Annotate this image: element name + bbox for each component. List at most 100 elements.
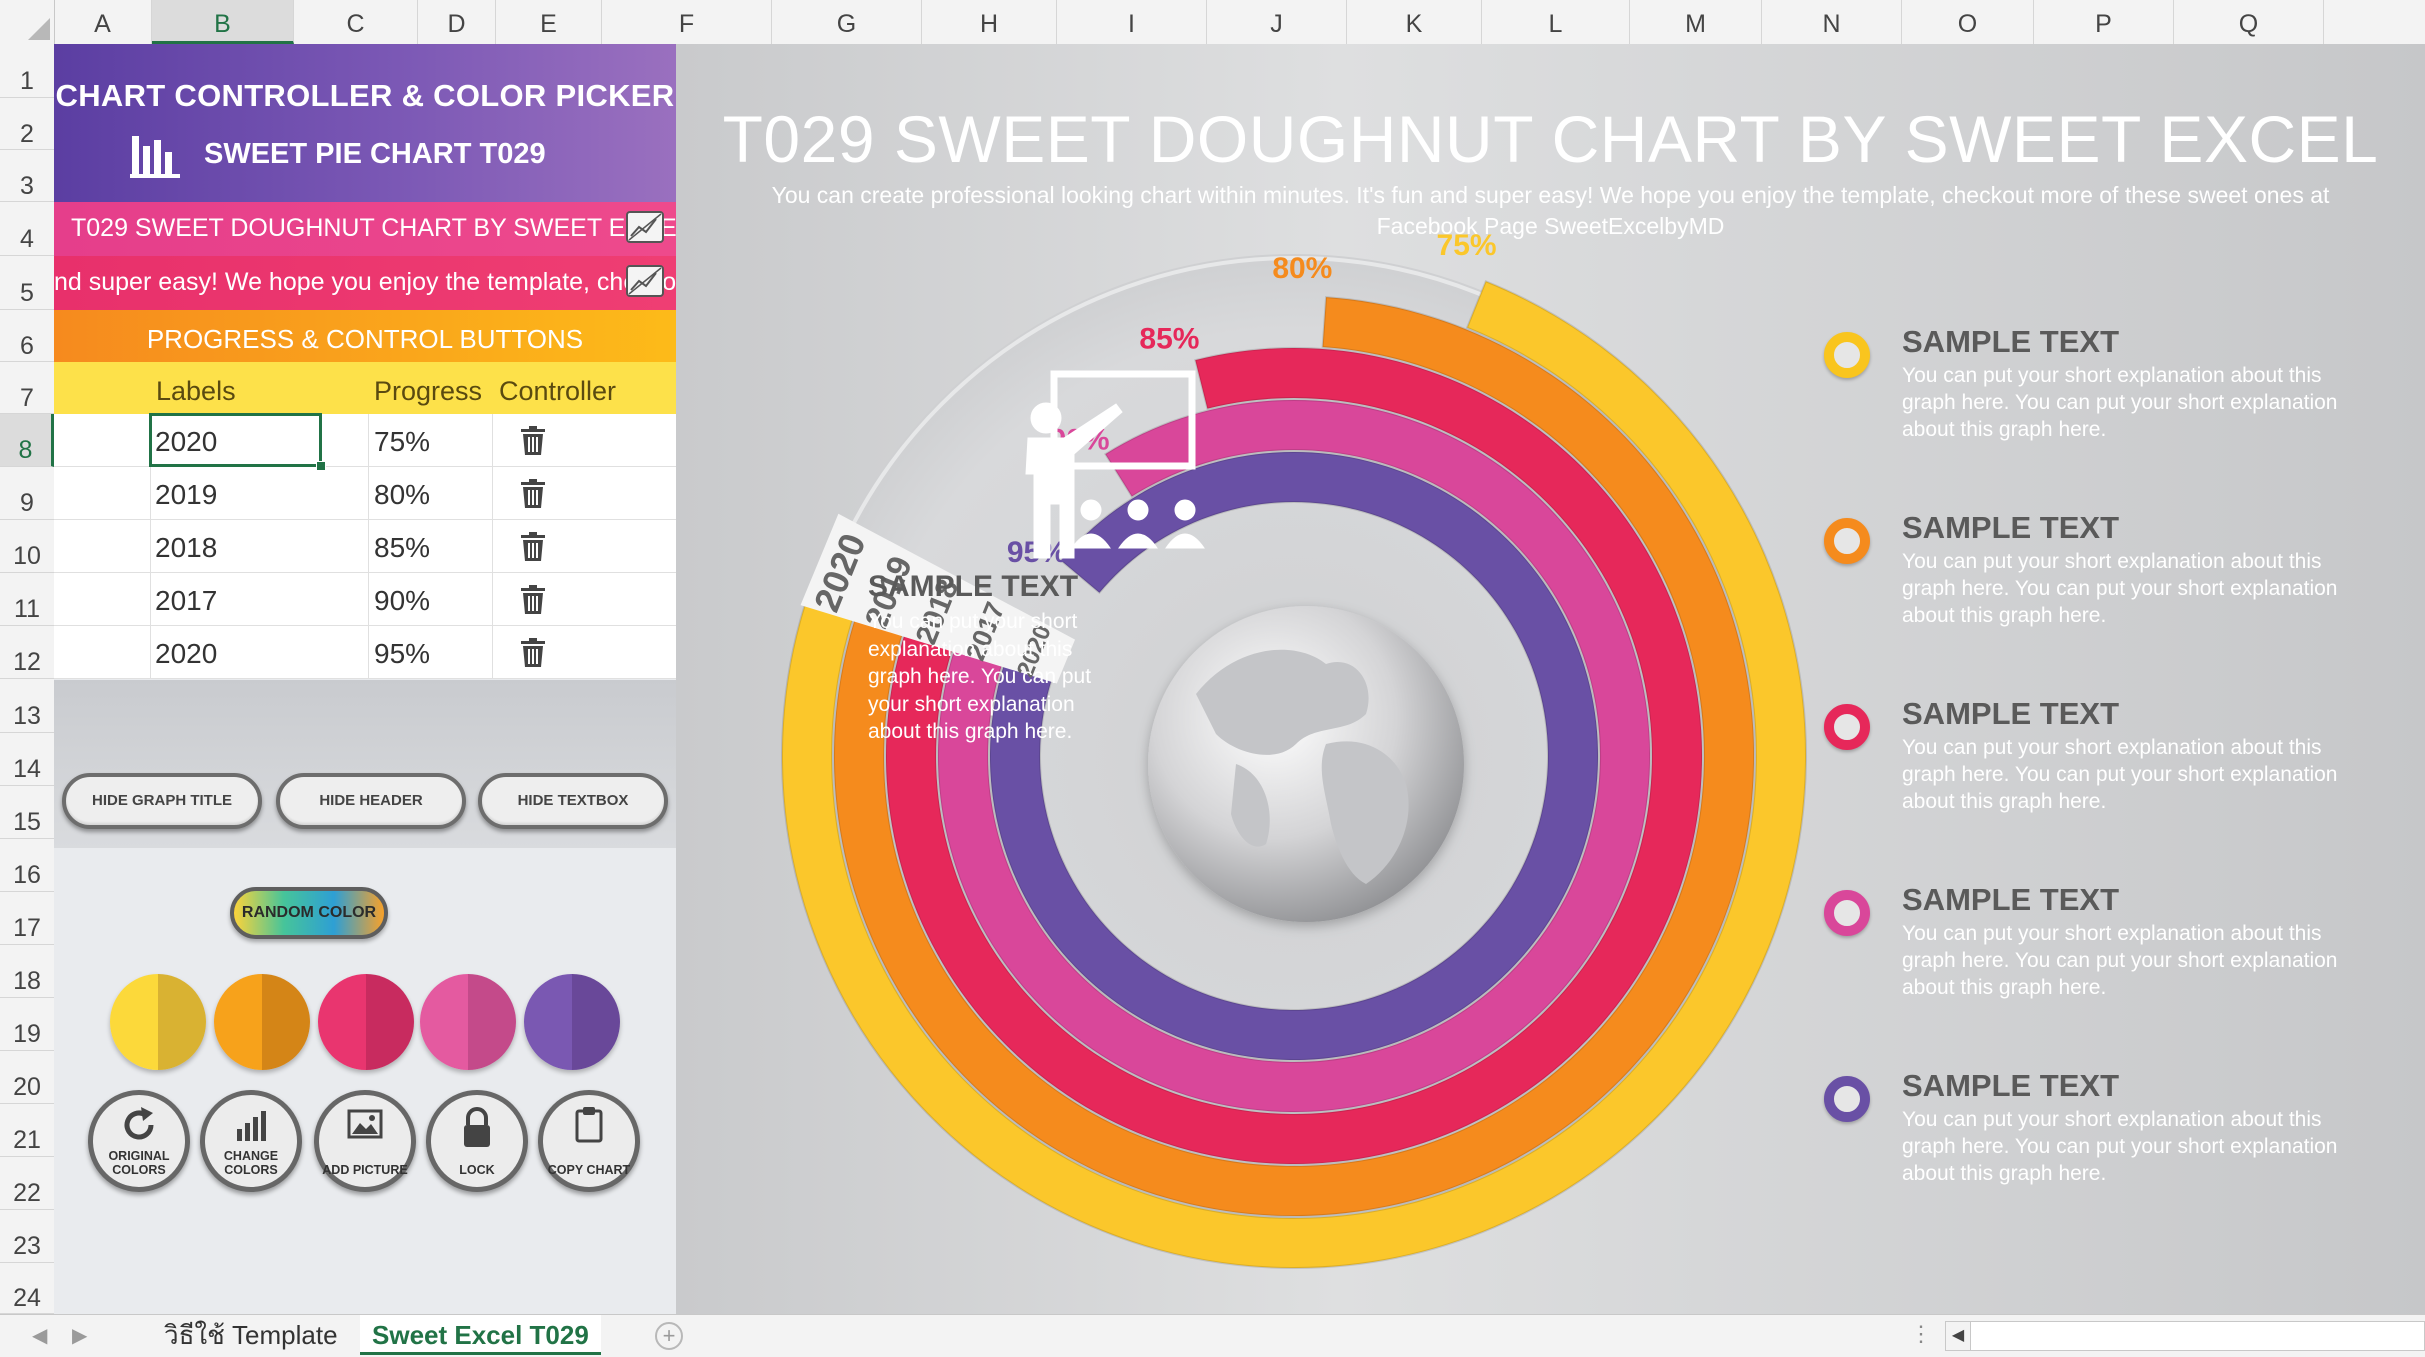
- progress-ring[interactable]: [885, 347, 1703, 1165]
- label-cell[interactable]: 2020: [155, 426, 218, 457]
- progress-cell[interactable]: 75%: [374, 426, 431, 457]
- chart-title[interactable]: T029 SWEET DOUGHNUT CHART BY SWEET EXCEL: [722, 102, 2379, 176]
- bar-chart-icon: [237, 1111, 266, 1141]
- label-cell[interactable]: 2020: [155, 638, 218, 669]
- tab-splitter-icon[interactable]: ⋮: [1910, 1321, 1932, 1346]
- chart-thumbnail-icon[interactable]: [626, 265, 664, 297]
- progress-ring[interactable]: [833, 296, 1755, 1217]
- progress-cell[interactable]: 90%: [374, 585, 431, 616]
- column-header-j[interactable]: J: [1207, 0, 1347, 44]
- select-all-corner[interactable]: [0, 0, 55, 44]
- progress-cell[interactable]: 85%: [374, 532, 431, 563]
- progress-cell[interactable]: 80%: [374, 479, 431, 510]
- add-sheet-icon[interactable]: +: [655, 1322, 683, 1350]
- color-swatch[interactable]: [420, 974, 516, 1070]
- column-header-h[interactable]: H: [922, 0, 1057, 44]
- chart-title-cell[interactable]: T029 SWEET DOUGHNUT CHART BY SWEET EXCEL: [54, 202, 676, 256]
- scroll-tabs-right-icon[interactable]: ▶: [72, 1325, 88, 1347]
- label-cell[interactable]: 2018: [155, 532, 218, 563]
- color-swatch[interactable]: [110, 974, 206, 1070]
- row-header-21[interactable]: 21: [0, 1104, 54, 1157]
- row-header-20[interactable]: 20: [0, 1051, 54, 1104]
- progress-ring[interactable]: [989, 451, 1599, 1061]
- label-cell[interactable]: 2019: [155, 479, 218, 510]
- column-header-o[interactable]: O: [1902, 0, 2034, 44]
- column-header-c[interactable]: C: [294, 0, 418, 44]
- label-cell[interactable]: 2017: [155, 585, 218, 616]
- chart-subtitle-cell[interactable]: nd super easy! We hope you enjoy the tem…: [54, 256, 676, 310]
- row-header-10[interactable]: 10: [0, 520, 54, 573]
- row-header-17[interactable]: 17: [0, 892, 54, 945]
- lock-button[interactable]: LOCK: [426, 1090, 528, 1192]
- row-header-8[interactable]: 8: [0, 414, 54, 467]
- color-swatch[interactable]: [318, 974, 414, 1070]
- row-header-18[interactable]: 18: [0, 945, 54, 998]
- row-header-6[interactable]: 6: [0, 310, 54, 362]
- sheet-tab-template[interactable]: วิธีใช้ Template: [164, 1320, 338, 1350]
- row-header-13[interactable]: 13: [0, 679, 54, 733]
- progress-ring[interactable]: [937, 399, 1651, 1113]
- column-header-g[interactable]: G: [772, 0, 922, 44]
- progress-ring[interactable]: [781, 279, 1807, 1269]
- color-swatch[interactable]: [524, 974, 620, 1070]
- row-header-19[interactable]: 19: [0, 998, 54, 1051]
- column-header-p[interactable]: P: [2034, 0, 2174, 44]
- add-picture-button[interactable]: ADD PICTURE: [314, 1090, 416, 1192]
- column-header-i[interactable]: I: [1057, 0, 1207, 44]
- row-header-15[interactable]: 15: [0, 786, 54, 839]
- add-picture-label: ADD PICTURE: [322, 1163, 408, 1177]
- trash-icon[interactable]: [520, 638, 546, 668]
- progress-header-label: PROGRESS & CONTROL BUTTONS: [146, 324, 584, 354]
- legend-title: SAMPLE TEXT: [1902, 696, 2120, 731]
- hide-graph-title-button[interactable]: HIDE GRAPH TITLE: [62, 773, 262, 829]
- column-header-d[interactable]: D: [418, 0, 496, 44]
- column-header-e[interactable]: E: [496, 0, 602, 44]
- row-header-3[interactable]: 3: [0, 150, 54, 202]
- trash-icon[interactable]: [520, 479, 546, 509]
- copy-chart-button[interactable]: COPY CHART: [538, 1090, 640, 1192]
- sheet-tab-active[interactable]: Sweet Excel T029: [360, 1315, 601, 1355]
- row-header-4[interactable]: 4: [0, 202, 54, 256]
- subtitle-cell-text: nd super easy! We hope you enjoy the tem…: [54, 268, 676, 296]
- change-colors-button[interactable]: CHANGE COLORS: [200, 1090, 302, 1192]
- column-header-q[interactable]: Q: [2174, 0, 2324, 44]
- horizontal-scrollbar[interactable]: [1945, 1321, 2425, 1351]
- column-header-a[interactable]: A: [54, 0, 152, 44]
- column-header-b[interactable]: B: [152, 0, 294, 44]
- row-header-23[interactable]: 23: [0, 1210, 54, 1263]
- progress-cell[interactable]: 95%: [374, 638, 431, 669]
- scroll-tabs-left-icon[interactable]: ◀: [32, 1325, 48, 1347]
- column-header-k[interactable]: K: [1347, 0, 1482, 44]
- color-swatch[interactable]: [214, 974, 310, 1070]
- row-header-14[interactable]: 14: [0, 733, 54, 786]
- column-header-n[interactable]: N: [1762, 0, 1902, 44]
- trash-icon[interactable]: [520, 426, 546, 456]
- fill-handle[interactable]: [316, 461, 326, 471]
- chart-thumbnail-icon[interactable]: [626, 211, 664, 243]
- column-header-l[interactable]: L: [1482, 0, 1630, 44]
- visibility-buttons-band: HIDE GRAPH TITLE HIDE HEADER HIDE TEXTBO…: [54, 680, 676, 848]
- legend-ring-icon: [1824, 704, 1870, 750]
- scroll-left-icon[interactable]: ◀: [1945, 1321, 1971, 1351]
- row-header-22[interactable]: 22: [0, 1157, 54, 1210]
- row-header-7[interactable]: 7: [0, 362, 54, 414]
- original-colors-button[interactable]: ORIGINAL COLORS: [88, 1090, 190, 1192]
- trash-icon[interactable]: [520, 532, 546, 562]
- row-header-16[interactable]: 16: [0, 839, 54, 892]
- row-header-11[interactable]: 11: [0, 573, 54, 626]
- hide-header-button[interactable]: HIDE HEADER: [276, 773, 466, 829]
- random-color-button[interactable]: RANDOM COLOR: [230, 887, 388, 939]
- row-header-9[interactable]: 9: [0, 467, 54, 520]
- hide-textbox-button[interactable]: HIDE TEXTBOX: [478, 773, 668, 829]
- row-header-24[interactable]: 24: [0, 1263, 54, 1314]
- row-header-2[interactable]: 2: [0, 98, 54, 150]
- row-header-1[interactable]: 1: [0, 44, 54, 98]
- column-header-f[interactable]: F: [602, 0, 772, 44]
- row-header-12[interactable]: 12: [0, 626, 54, 679]
- trash-icon[interactable]: [520, 585, 546, 615]
- column-header-m[interactable]: M: [1630, 0, 1762, 44]
- chart-subtitle[interactable]: You can create professional looking char…: [771, 182, 2330, 239]
- legend-title: SAMPLE TEXT: [1902, 882, 2120, 917]
- row-header-5[interactable]: 5: [0, 256, 54, 310]
